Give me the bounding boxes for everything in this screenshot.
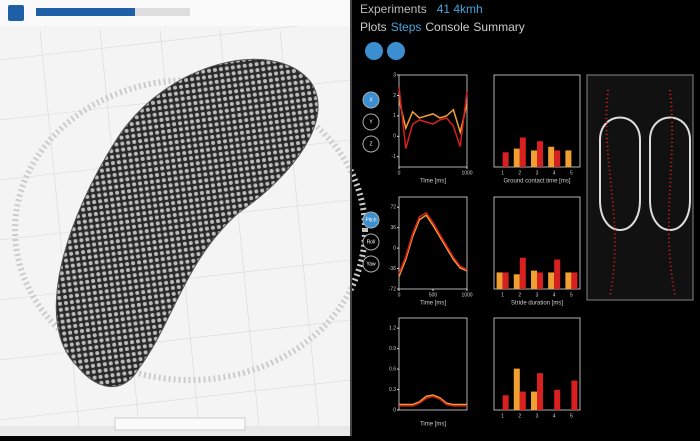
x-tick-label: 3 (536, 170, 539, 176)
bar (554, 150, 561, 167)
bar (571, 380, 578, 410)
experiment-name: 41 4kmh (437, 2, 483, 16)
rotations-button[interactable] (362, 233, 380, 251)
bar (502, 152, 509, 167)
rotations-button-label: Pitch (365, 217, 376, 223)
y-tick-label: 72 (390, 205, 396, 211)
y-tick-label: -36 (389, 266, 396, 272)
tab[interactable]: Summary (473, 20, 524, 34)
plot-frame (398, 74, 468, 168)
tab[interactable]: Console (425, 20, 469, 34)
x-tick-label: 0 (398, 170, 401, 176)
x-axis-label: Ground contact time [ms] (503, 179, 570, 185)
x-tick-label: 1000 (461, 170, 472, 176)
y-tick-label: 0 (393, 407, 396, 413)
x-tick-label: 5 (570, 413, 573, 419)
rotations-button-label: Roll (367, 239, 376, 245)
line (398, 99, 468, 136)
x-tick-label: 3 (536, 413, 539, 419)
y-tick-label: 3 (393, 72, 396, 78)
x-tick-label: 2 (518, 170, 521, 176)
y-tick-label: -1 (392, 154, 397, 160)
x-tick-label: 4 (553, 292, 556, 298)
line (398, 211, 468, 274)
line (399, 394, 467, 406)
bar (519, 391, 526, 410)
axes-button-label: Z (369, 141, 372, 147)
x-tick-label: 0 (398, 292, 401, 298)
y-tick-label: 2 (393, 93, 396, 99)
x-tick-label: 4 (553, 170, 556, 176)
bar (565, 272, 572, 289)
x-tick-label: 5 (570, 170, 573, 176)
bar (513, 368, 520, 410)
rotations-button-label: Yaw (366, 261, 376, 267)
bar (548, 272, 555, 289)
right-foot-button[interactable] (387, 42, 405, 60)
line (399, 395, 467, 407)
y-tick-label: 0.9 (389, 346, 396, 352)
y-tick-label: 0 (393, 245, 396, 251)
x-tick-label: 3 (536, 292, 539, 298)
bar (502, 272, 509, 289)
x-tick-label: 2 (518, 292, 521, 298)
bar (571, 272, 578, 289)
rotations-button[interactable] (362, 255, 380, 273)
rotations-button[interactable] (362, 211, 380, 229)
foot-panel (586, 74, 694, 301)
x-tick-label: 1 (501, 292, 504, 298)
x-axis-label: Time [ms] (420, 422, 446, 428)
x-tick-label: 1000 (461, 292, 472, 298)
bar (513, 274, 520, 289)
y-tick-label: 36 (390, 225, 396, 231)
bar (519, 137, 526, 167)
bar (554, 259, 561, 289)
bar (530, 270, 537, 289)
axes-button[interactable] (362, 91, 380, 109)
bar (530, 150, 537, 167)
experiment-label: Experiments (360, 2, 427, 16)
left-foot-button[interactable] (365, 42, 383, 60)
bar (502, 395, 509, 410)
bar (496, 272, 503, 289)
bar (554, 389, 561, 410)
bar (530, 391, 537, 410)
x-axis-label: Time [ms] (420, 179, 446, 185)
y-tick-label: 1 (393, 113, 396, 119)
y-tick-label: 0.6 (389, 366, 396, 372)
axes-button[interactable] (362, 135, 380, 153)
y-tick-label: 0.3 (389, 387, 396, 393)
x-tick-label: 500 (429, 292, 438, 298)
axes-button-label: Y (369, 119, 373, 125)
y-tick-label: -72 (389, 286, 396, 292)
foot-icons (365, 42, 405, 60)
bar (548, 146, 555, 167)
x-axis-label: Stride duration [ms] (511, 301, 563, 307)
bar (513, 148, 520, 167)
x-axis-label: Time [ms] (420, 301, 446, 307)
bar (537, 373, 544, 410)
bar (519, 257, 526, 289)
bar (537, 141, 544, 167)
tab[interactable]: Plots (360, 20, 387, 34)
y-tick-label: 1.2 (389, 326, 396, 332)
line (398, 87, 468, 149)
axes-button[interactable] (362, 113, 380, 131)
bar (565, 150, 572, 167)
x-tick-label: 1 (501, 170, 504, 176)
axes-button-label: X (369, 97, 373, 103)
tab[interactable]: Steps (391, 20, 422, 34)
x-tick-label: 1 (501, 413, 504, 419)
line (398, 214, 468, 277)
x-tick-label: 2 (518, 413, 521, 419)
bar (537, 272, 544, 289)
cad-app (0, 0, 368, 437)
x-tick-label: 5 (570, 292, 573, 298)
x-tick-label: 4 (553, 413, 556, 419)
y-tick-label: 0 (393, 134, 396, 140)
